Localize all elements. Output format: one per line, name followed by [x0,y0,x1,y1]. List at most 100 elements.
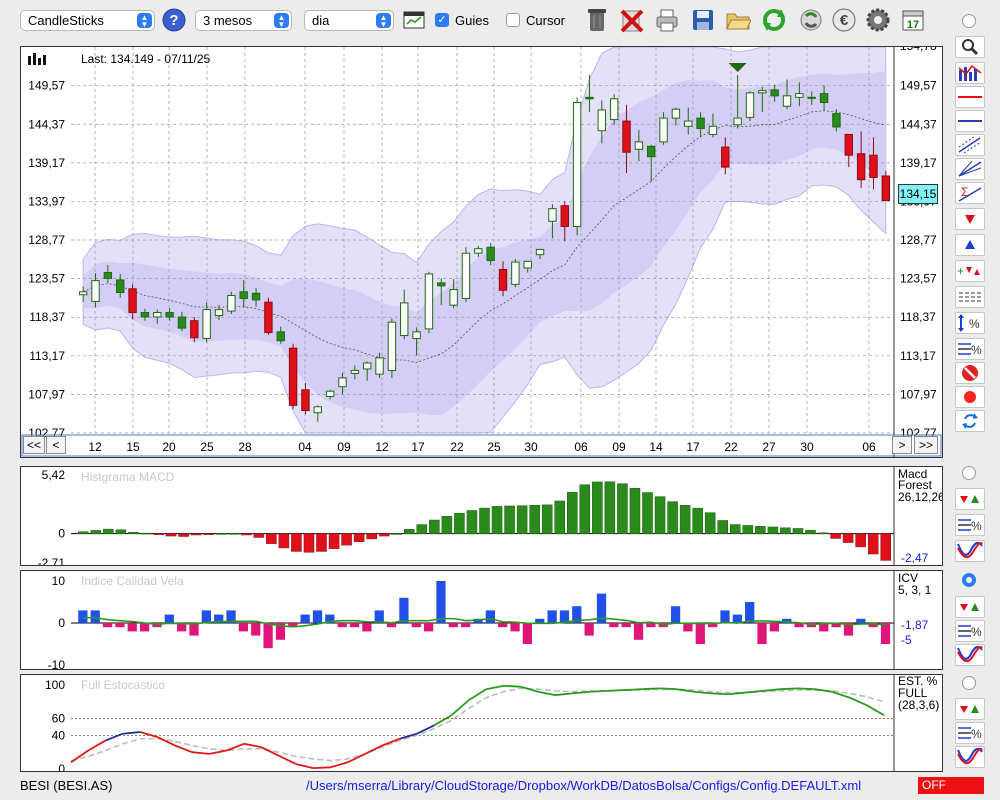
candle-body [572,102,582,227]
x-tick-label: 04 [298,440,312,454]
icv-bar [510,623,520,632]
icv-bar [572,606,582,623]
lines-percent-icon[interactable]: % [955,338,985,360]
macd-bar [855,533,866,548]
stoch-fast-segment [831,690,850,699]
stoch-fast-segment [226,742,245,752]
stoch-fast-segment [330,761,349,769]
moving-average-line [83,110,886,363]
icv-bar [78,610,88,623]
candlestick-chart[interactable]: Last: 134.149 - 07/11/25 149,57 149,57 144… [21,47,942,457]
range-percent-icon[interactable]: % [955,312,985,334]
candle-body [535,248,545,256]
lines-percent-icon[interactable]: % [955,514,985,536]
period-value: 3 mesos [203,13,253,28]
y-tick-label-right: 144,37 [900,117,937,131]
lines-percent-icon[interactable]: % [955,722,985,744]
red-line-icon[interactable] [955,86,985,108]
macd-bar [516,505,528,534]
nav-next-button[interactable]: > [892,436,912,454]
recycle-icon[interactable] [797,6,825,34]
open-folder-icon[interactable] [724,6,752,34]
swap-icon[interactable] [955,410,985,432]
nav-first-button[interactable]: << [23,436,45,454]
icv-bar [90,610,100,623]
icv-bar [782,618,792,623]
no-entry-icon[interactable] [955,362,985,384]
macd-histogram[interactable]: Histgrama MACD 5,42 0 -2,71 MacdForest26,12… [21,467,942,565]
macd-bar [404,529,415,534]
nav-last-button[interactable]: >> [914,436,938,454]
stoch-fast-segment [520,685,539,693]
gear-icon[interactable] [864,6,892,34]
macd-bar [817,532,829,535]
fan-lines-icon[interactable] [955,158,985,180]
icv-bar [621,623,631,628]
guides-checkbox[interactable]: ✓ [435,13,449,27]
icv-panel-radio[interactable] [962,573,976,587]
printer-icon[interactable] [653,6,681,34]
candle-body [239,291,248,299]
sigma-icon[interactable]: Σ [955,182,985,204]
signals-icon[interactable] [955,698,985,720]
zoom-icon[interactable] [955,36,985,58]
candle-body [869,154,878,178]
y-tick-label: 5,42 [42,468,66,482]
svg-text:+: + [957,264,964,278]
y-tick-label-right: 149,57 [900,79,937,93]
candle-body [412,331,421,340]
icv-bar [349,623,360,628]
bars-chart-icon[interactable] [955,62,985,84]
calendar-icon[interactable]: 17 [899,6,927,34]
off-badge[interactable]: OFF [918,777,984,794]
macd-panel-radio[interactable] [962,466,976,480]
euro-icon[interactable]: € [830,6,858,34]
stoch-fast-segment [295,763,314,770]
help-icon[interactable]: ? [160,6,188,34]
delete-icon[interactable] [618,6,646,34]
stoch-panel-radio[interactable] [962,676,976,690]
stoch-title: Full Estocastico [81,678,165,692]
refresh-icon[interactable] [760,6,788,34]
macd-bar [441,516,453,534]
icv-bar [831,623,841,628]
candle-body [647,145,656,158]
oscillator-icon[interactable] [955,540,985,562]
icv-bar [695,623,705,644]
cursor-checkbox[interactable] [506,13,520,27]
icv-title: Indice Calidad Vela [81,574,184,588]
lines-percent-icon[interactable]: % [955,620,985,642]
macd-bar [378,533,390,537]
signals-icon[interactable]: + [955,260,985,282]
dashed-lines-icon[interactable] [955,286,985,308]
macd-bar [541,504,553,534]
trend-channel-icon[interactable] [955,134,985,156]
main-panel-radio[interactable] [962,14,976,28]
stochastic-chart[interactable]: Full Estocastico 100 60 40 0 EST. %FULL(28,3… [21,675,942,771]
signals-icon[interactable] [955,596,985,618]
nav-prev-button[interactable]: < [46,436,66,454]
arrow-down-red-icon[interactable] [955,208,985,230]
y-tick-label: 0 [58,762,65,771]
interval-value: dia [312,13,330,28]
oscillator-icon[interactable] [955,746,985,768]
candle-body [140,312,150,318]
trash-icon[interactable] [583,6,611,34]
save-icon[interactable] [689,6,717,34]
icv-bar [522,623,533,644]
macd-value: -2,47 [901,551,929,565]
y-tick-label-left: 107,97 [28,387,65,401]
config-path-link[interactable]: /Users/mserra/Library/CloudStorage/Dropb… [306,778,862,793]
record-icon[interactable] [955,386,985,408]
calendar-chart-icon[interactable] [400,6,428,34]
signals-icon[interactable] [955,488,985,510]
oscillator-icon[interactable] [955,644,985,666]
chart-type-select[interactable]: CandleSticks ▲ ▼ [20,10,155,31]
period-select[interactable]: 3 mesos ▲ ▼ [195,10,292,31]
macd-bar [115,529,127,534]
interval-select[interactable]: dia ▲ ▼ [304,10,394,31]
stoch-fast-segment [416,724,435,735]
arrow-up-blue-icon[interactable] [955,234,985,256]
blue-line-icon[interactable] [955,110,985,132]
